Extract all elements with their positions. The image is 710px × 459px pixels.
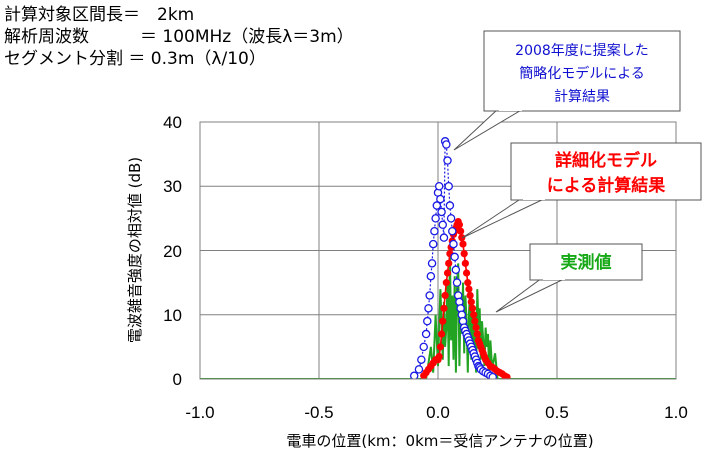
callout-simplified-line2: 簡略化モデルによる [519,65,645,82]
series-detailed-point [473,330,481,338]
series-simplified-point [417,355,426,364]
series-detailed-point [436,343,444,351]
y-tick-label: 30 [163,177,182,196]
series-detailed-point [465,285,473,293]
series-simplified-point [488,372,497,379]
callout-measured-pointer [495,277,567,313]
y-tick-label: 0 [173,370,182,389]
series-detailed-point [461,259,469,267]
series-simplified-point [414,365,424,374]
x-tick-labels: -1.0 -0.5 0.0 0.5 1.0 [185,403,687,422]
series-simplified-point [434,181,444,191]
series-simplified-point [426,271,436,281]
series-simplified-point [421,329,431,339]
x-tick-label: -1.0 [185,403,214,422]
series-detailed-point [470,311,478,319]
series-simplified-point [428,239,438,249]
callout-measured-label: 実測値 [561,252,612,273]
series-simplified-point [439,233,449,242]
param-section-length: 計算対象区間長＝ 2km [4,5,195,25]
series-detailed-point [455,221,464,229]
series-simplified-point [409,371,419,379]
x-tick-label: 0.0 [426,403,450,422]
series-simplified-point [452,278,462,287]
y-tick-label: 20 [163,242,182,261]
x-tick-label: 0.5 [545,403,569,422]
param-frequency: 解析周波数 ＝ 100MHz（波長λ＝3m） [4,27,354,47]
series-detailed-point [441,291,449,300]
series-simplified-point [445,201,455,210]
series-detailed-point [459,240,467,248]
x-tick-label: -0.5 [304,403,333,422]
series-simplified-point [437,207,446,217]
series-simplified-point [442,140,451,149]
param-segment: セグメント分割 ＝ 0.3m（λ/10） [4,49,266,69]
series-simplified-point [451,265,461,275]
series-simplified-point [427,259,437,268]
series-simplified-point [443,156,452,165]
y-tick-label: 10 [163,306,182,325]
callout-detailed-line2: による計算結果 [547,175,666,196]
callout-simplified: 2008年度に提案した 簡略化モデルによる 計算結果 [453,30,681,151]
series-detailed-point [457,227,465,235]
callout-detailed-box [510,142,702,201]
series-detailed-point [472,324,480,332]
series-detailed-point [464,279,472,287]
series-detailed-point [445,259,453,267]
callout-simplified-line1: 2008年度に提案した [515,42,649,59]
series-simplified-point [436,194,445,204]
series-detailed-point [462,269,471,277]
series-detailed-point [435,352,443,361]
series-simplified-point [419,342,428,352]
series-detailed-point [443,269,452,277]
series-simplified-point [450,252,459,262]
callout-detailed-line1: 詳細化モデル [555,150,657,171]
callout-simplified-box [483,30,681,112]
series-layer [200,137,676,379]
y-axis-title: 電波雑音強度の相対値 (dB) [126,157,144,343]
series-simplified-point [438,220,448,230]
series-detailed-point [503,373,511,379]
series-detailed-point [466,291,474,300]
series-detailed-point [467,298,475,306]
series-detailed-point [440,304,448,312]
callout-measured-box [529,243,643,281]
series-simplified-point [423,316,432,326]
series-simplified-point [424,304,433,313]
series-detailed-point [471,317,479,325]
series-detailed-point [468,304,477,312]
series-detailed-point [437,330,446,338]
series-detailed-point [442,279,450,287]
x-tick-label: 1.0 [664,403,688,422]
plot-frame [199,121,677,380]
y-tick-labels: 0 10 20 30 40 [163,113,182,389]
series-simplified-point [430,226,439,236]
series-detailed-point [439,317,447,325]
callout-measured: 実測値 [495,243,643,313]
series-simplified-point [432,201,442,210]
parameter-block: 計算対象区間長＝ 2km 解析周波数 ＝ 100MHz（波長λ＝3m） セグメン… [4,4,354,70]
series-simplified-point [446,214,456,223]
callout-simplified-line3: 計算結果 [554,89,610,105]
axes [199,121,677,380]
series-detailed-point [460,250,468,258]
series-simplified-point [431,214,440,223]
series-simplified-point [449,239,458,249]
callout-detailed: 詳細化モデル による計算結果 [461,142,702,239]
series-simplified-point [444,181,453,191]
y-tick-label: 40 [163,113,182,132]
callout-detailed-pointer [461,197,547,239]
series-simplified-point [448,226,457,236]
series-measured-line [200,250,676,379]
series-simplified-point [425,291,434,300]
x-axis-title: 電車の位置(km：0km＝受信アンテナの位置) [286,432,593,450]
